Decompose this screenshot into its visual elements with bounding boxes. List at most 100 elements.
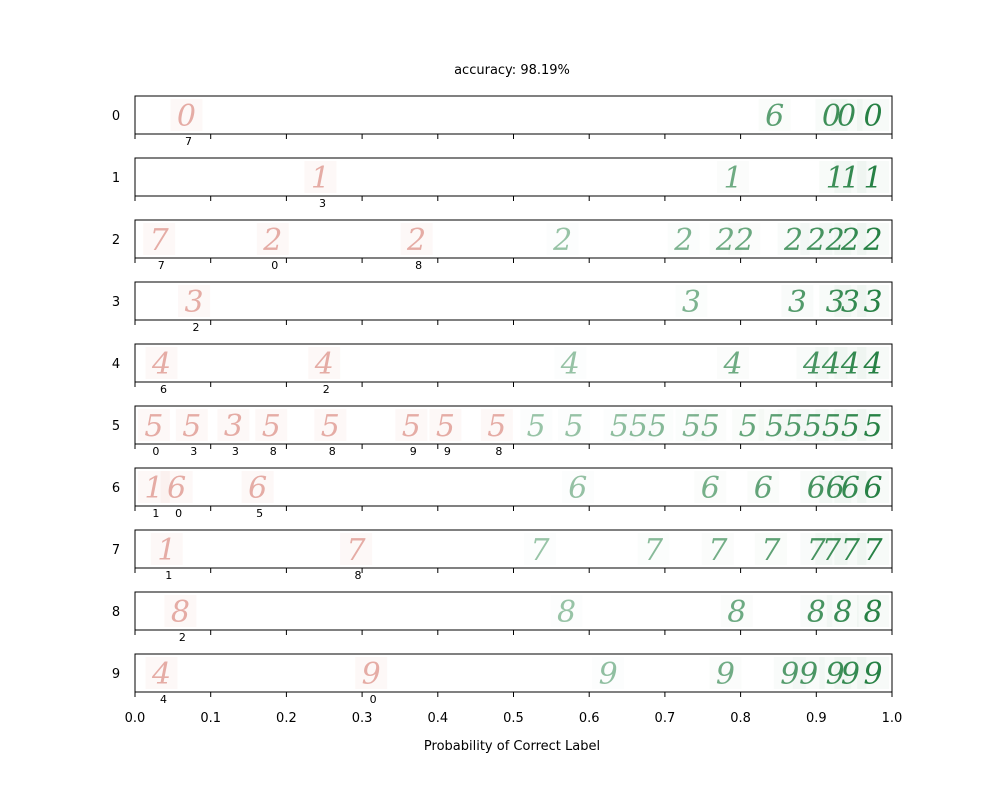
row-label: 9 bbox=[112, 667, 120, 682]
x-tick-label: 0.6 bbox=[579, 711, 600, 726]
incorrect-sample-digit: 5 bbox=[262, 409, 281, 444]
incorrect-sample-bg bbox=[340, 533, 373, 565]
correct-sample-digit: 5 bbox=[527, 409, 546, 444]
incorrect-sample-digit: 0 bbox=[177, 99, 196, 134]
correct-sample-digit: 5 bbox=[784, 409, 803, 444]
correct-sample-digit: 5 bbox=[739, 409, 758, 444]
predicted-label: 8 bbox=[495, 445, 502, 458]
chart-title: accuracy: 98.19% bbox=[454, 63, 570, 78]
correct-sample-digit: 1 bbox=[826, 161, 845, 196]
x-tick-label: 0.5 bbox=[503, 711, 524, 726]
predicted-label: 9 bbox=[444, 445, 451, 458]
predicted-label: 2 bbox=[179, 631, 186, 644]
x-tick-label: 0.3 bbox=[352, 711, 373, 726]
incorrect-sample-digit: 1 bbox=[157, 533, 176, 568]
incorrect-sample-bg bbox=[429, 409, 462, 441]
row-frame bbox=[134, 591, 893, 631]
correct-sample-digit: 6 bbox=[568, 471, 587, 506]
correct-sample-digit: 6 bbox=[864, 471, 883, 506]
incorrect-sample-digit: 5 bbox=[182, 409, 201, 444]
correct-sample-digit: 7 bbox=[708, 533, 728, 568]
incorrect-sample-bg bbox=[355, 657, 388, 689]
row-frame bbox=[134, 95, 893, 135]
row-label: 7 bbox=[112, 543, 120, 558]
correct-sample-digit: 7 bbox=[644, 533, 664, 568]
x-tick-label: 0.4 bbox=[427, 711, 448, 726]
row-label: 2 bbox=[112, 233, 120, 248]
correct-sample-digit: 2 bbox=[863, 223, 883, 258]
correct-sample-digit: 9 bbox=[799, 657, 818, 692]
incorrect-sample-bg bbox=[160, 471, 193, 503]
x-tick-label: 0.7 bbox=[655, 711, 676, 726]
predicted-label: 4 bbox=[160, 693, 167, 706]
incorrect-sample-digit: 3 bbox=[184, 285, 203, 320]
correct-sample-digit: 4 bbox=[863, 347, 883, 382]
correct-sample-digit: 5 bbox=[765, 409, 784, 444]
incorrect-sample-digit: 1 bbox=[144, 471, 163, 506]
correct-sample-digit: 2 bbox=[734, 223, 754, 258]
row-label: 4 bbox=[112, 357, 120, 372]
incorrect-sample-bg bbox=[304, 161, 337, 193]
incorrect-sample-bg bbox=[395, 409, 428, 441]
correct-sample-digit: 8 bbox=[864, 595, 883, 630]
row-frame bbox=[134, 405, 893, 445]
correct-sample-digit: 6 bbox=[807, 471, 826, 506]
correct-sample-digit: 2 bbox=[806, 223, 826, 258]
x-tick-label: 0.8 bbox=[730, 711, 751, 726]
predicted-label: 2 bbox=[193, 321, 200, 334]
incorrect-sample-bg bbox=[143, 223, 176, 255]
row-label: 5 bbox=[112, 419, 120, 434]
correct-sample-digit: 9 bbox=[780, 657, 799, 692]
x-axis: 0.0 0.1 0.2 0.3 0.4 0.5 0.6 0.7 0.8 0.9 1.0 bbox=[125, 711, 903, 726]
correct-sample-digit: 9 bbox=[864, 657, 883, 692]
x-tick-label: 0.9 bbox=[806, 711, 827, 726]
row-label: 1 bbox=[112, 171, 120, 186]
incorrect-sample-digit: 4 bbox=[151, 347, 171, 382]
correct-sample-digit: 6 bbox=[841, 471, 860, 506]
correct-sample-digit: 7 bbox=[807, 533, 827, 568]
correct-sample-digit: 5 bbox=[610, 409, 629, 444]
incorrect-sample-bg bbox=[137, 409, 170, 441]
predicted-label: 8 bbox=[329, 445, 336, 458]
predicted-label: 0 bbox=[271, 259, 278, 272]
incorrect-sample-bg bbox=[400, 223, 433, 255]
digit-row-3: 3 3 3 33 332 bbox=[112, 281, 893, 334]
correct-sample-digit: 5 bbox=[822, 409, 841, 444]
row-frame bbox=[134, 653, 893, 693]
correct-sample-digit: 4 bbox=[802, 347, 822, 382]
incorrect-sample-bg bbox=[175, 409, 208, 441]
row-label: 8 bbox=[112, 605, 120, 620]
predicted-label: 7 bbox=[158, 259, 165, 272]
correct-sample-digit: 5 bbox=[565, 409, 584, 444]
row-frame bbox=[134, 529, 893, 569]
correct-sample-digit: 0 bbox=[837, 99, 856, 134]
incorrect-sample-digit: 4 bbox=[151, 657, 171, 692]
digit-row-0: 0 6 00 007 bbox=[112, 95, 893, 148]
incorrect-sample-digit: 5 bbox=[402, 409, 421, 444]
correct-sample-digit: 5 bbox=[629, 409, 648, 444]
predicted-label: 3 bbox=[232, 445, 239, 458]
correct-sample-digit: 2 bbox=[715, 223, 735, 258]
predicted-label: 3 bbox=[190, 445, 197, 458]
predicted-label: 1 bbox=[165, 569, 172, 582]
correct-sample-digit: 9 bbox=[841, 657, 860, 692]
correct-sample-digit: 4 bbox=[722, 347, 742, 382]
incorrect-sample-digit: 2 bbox=[262, 223, 282, 258]
correct-sample-digit: 2 bbox=[840, 223, 860, 258]
predicted-label: 6 bbox=[160, 383, 167, 396]
correct-sample-digit: 1 bbox=[864, 161, 883, 196]
correct-sample-digit: 6 bbox=[765, 99, 784, 134]
correct-sample-digit: 8 bbox=[833, 595, 852, 630]
row-frame bbox=[134, 343, 893, 383]
correct-sample-digit: 2 bbox=[552, 223, 572, 258]
correct-sample-digit: 0 bbox=[864, 99, 883, 134]
incorrect-sample-digit: 5 bbox=[436, 409, 455, 444]
row-frame bbox=[134, 467, 893, 507]
correct-sample-digit: 9 bbox=[716, 657, 735, 692]
predicted-label: 5 bbox=[256, 507, 263, 520]
predicted-label: 0 bbox=[370, 693, 377, 706]
